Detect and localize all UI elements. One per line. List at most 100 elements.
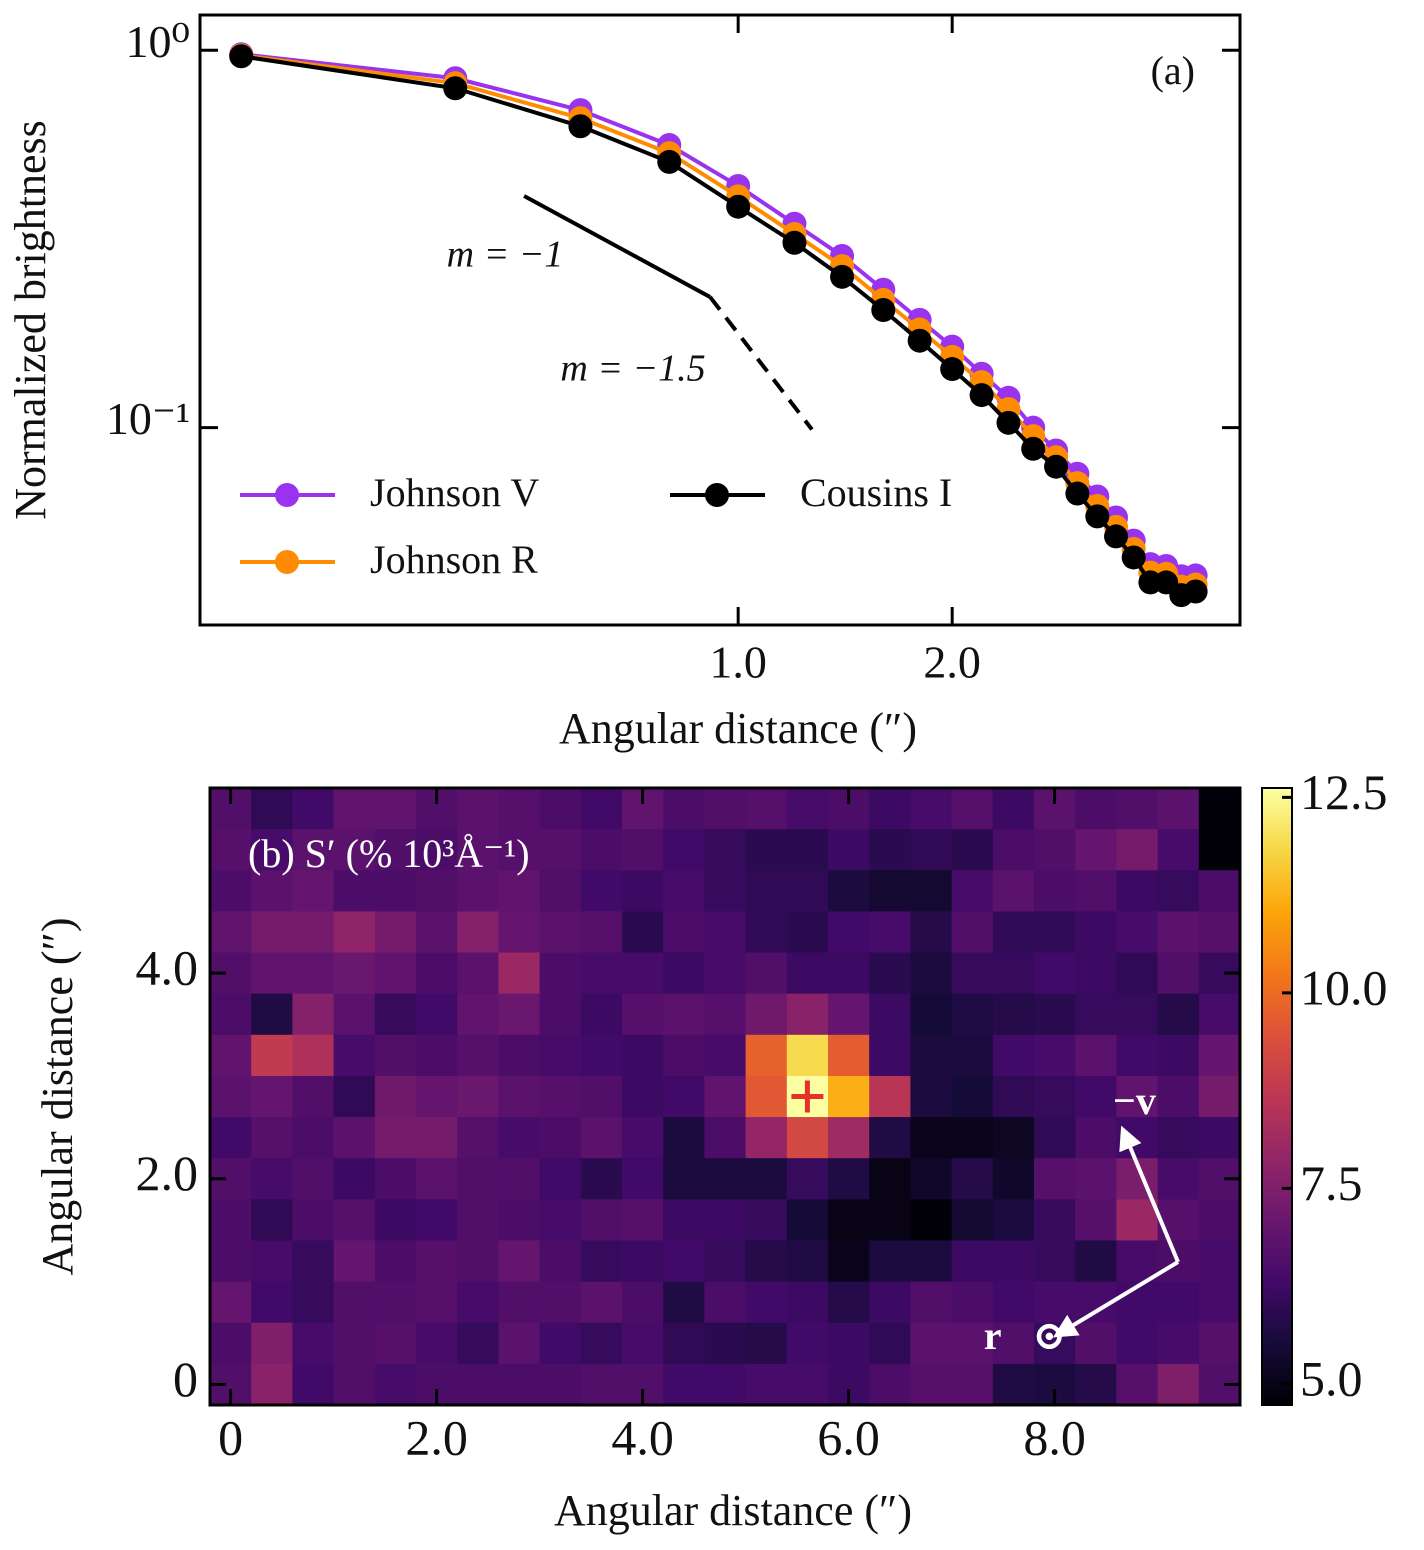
cell: [1116, 829, 1159, 871]
cell: [663, 1075, 705, 1118]
cell: [292, 1034, 335, 1077]
cell: [910, 911, 953, 954]
cell: [333, 1240, 376, 1283]
cell: [498, 1158, 541, 1200]
cell: [580, 1034, 623, 1077]
cell: [1198, 1240, 1241, 1283]
cell: [210, 1240, 252, 1283]
cell: [539, 1240, 582, 1283]
cell: [251, 1034, 293, 1077]
cell: [457, 1117, 499, 1159]
guide-line: [708, 295, 814, 431]
cell: [828, 952, 870, 995]
cell: [992, 788, 1035, 830]
cell: [1116, 1363, 1159, 1406]
x-tick-label: 4.0: [611, 1409, 674, 1465]
cell: [251, 870, 293, 912]
cell: [333, 1281, 376, 1324]
cell: [745, 870, 788, 912]
point: [443, 76, 468, 101]
vector-arrow: [1052, 1260, 1180, 1338]
cell: [457, 1240, 499, 1283]
cell: [374, 1281, 417, 1324]
cell: [663, 870, 705, 912]
cell: [374, 829, 417, 871]
cell: [457, 993, 499, 1036]
peak-marker: [791, 1080, 824, 1113]
cell: [498, 870, 541, 912]
cell: [992, 1363, 1035, 1406]
cell: [704, 1199, 747, 1241]
cell: [1157, 1281, 1200, 1324]
cell: [704, 788, 747, 830]
cell: [457, 1199, 499, 1241]
cell: [333, 1363, 376, 1406]
cell: [1198, 870, 1241, 912]
cell: [210, 911, 252, 954]
cell: [910, 1322, 953, 1365]
cell: [1198, 1075, 1241, 1118]
cell: [498, 911, 541, 954]
cell: [292, 1322, 335, 1365]
cell: [1075, 952, 1117, 995]
cell: [580, 1199, 623, 1241]
cell: [951, 1240, 994, 1283]
cell: [333, 1075, 376, 1118]
cell: [1034, 1075, 1076, 1118]
cell: [292, 870, 335, 912]
cell: [622, 1322, 664, 1365]
cell: [498, 993, 541, 1036]
cell: [622, 1240, 664, 1283]
cell: [333, 829, 376, 871]
cell: [1116, 993, 1159, 1036]
cell: [416, 1075, 458, 1118]
cell: [292, 1281, 335, 1324]
cell: [828, 1075, 870, 1118]
cell: [622, 1199, 664, 1241]
cell: [457, 829, 499, 871]
cell: [580, 1240, 623, 1283]
cell: [910, 952, 953, 995]
point: [1044, 454, 1069, 479]
panel-title: (b) S′ (% 10³Å⁻¹): [248, 831, 530, 876]
cell: [539, 952, 582, 995]
cell: [539, 1322, 582, 1365]
cell: [951, 870, 994, 912]
cell: [869, 829, 911, 871]
cell: [745, 788, 788, 830]
cell: [333, 911, 376, 954]
cell: [416, 911, 458, 954]
cell: [416, 1117, 458, 1159]
cell: [1198, 1322, 1241, 1365]
cell: [1075, 1117, 1117, 1159]
cell: [539, 1158, 582, 1200]
cell: [786, 1281, 829, 1324]
cell: [745, 1281, 788, 1324]
cell: [951, 911, 994, 954]
point: [1065, 481, 1090, 506]
cell: [251, 829, 293, 871]
cell: [828, 1322, 870, 1365]
cell: [992, 1322, 1035, 1365]
cell: [1157, 870, 1200, 912]
axes-frame: [208, 786, 1242, 1407]
cell: [1034, 1199, 1076, 1241]
cell: [786, 993, 829, 1036]
cell: [251, 788, 293, 830]
guide-label: m = −1: [447, 234, 564, 276]
colorbar-tick-label: 12.5: [1300, 764, 1388, 820]
cell: [951, 1281, 994, 1324]
cell: [292, 1075, 335, 1118]
cell: [333, 1117, 376, 1159]
cell: [1034, 911, 1076, 954]
cell: [498, 1322, 541, 1365]
cell: [828, 1281, 870, 1324]
cell: [1075, 1034, 1117, 1077]
cell: [622, 1158, 664, 1200]
cell: [663, 788, 705, 830]
point: [1121, 545, 1146, 570]
cell: [210, 1117, 252, 1159]
cell: [416, 1281, 458, 1324]
cell: [1198, 911, 1241, 954]
